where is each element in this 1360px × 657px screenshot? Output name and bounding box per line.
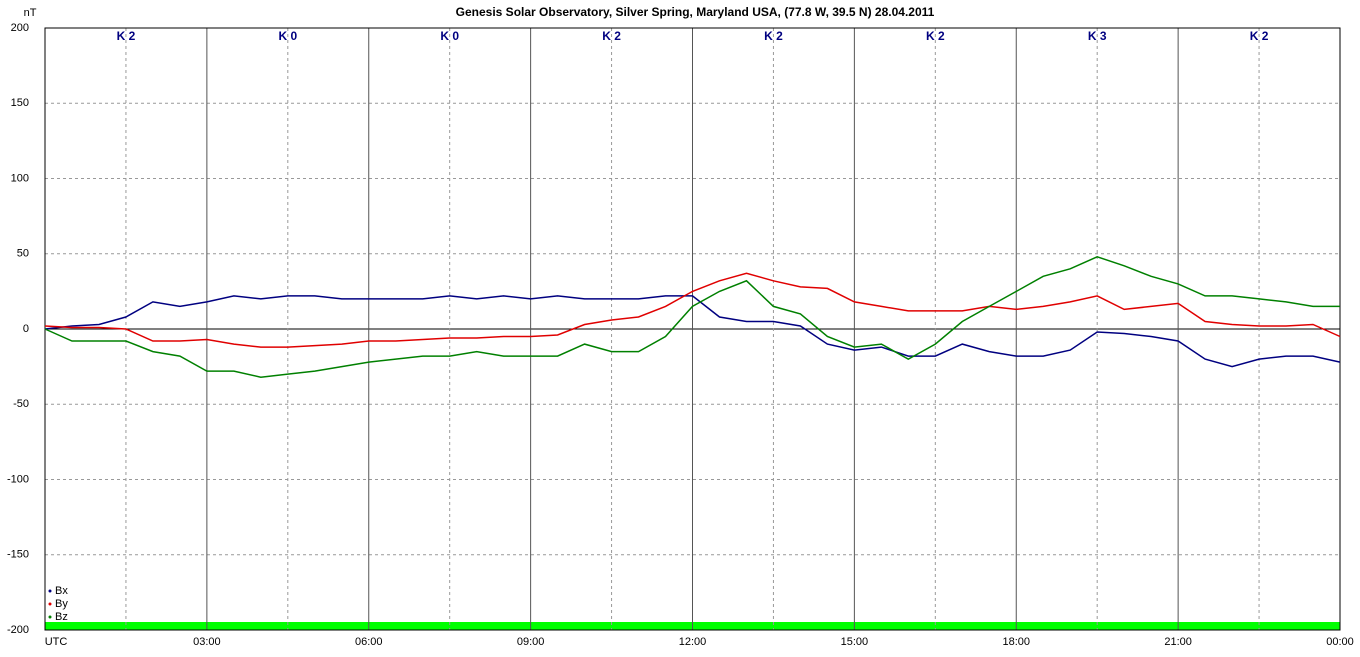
k-index-label: K 0: [440, 29, 459, 43]
k-index-label: K 2: [602, 29, 621, 43]
x-tick-label: 21:00: [1164, 636, 1192, 648]
legend-marker: [48, 602, 52, 606]
y-tick-label: -100: [7, 473, 29, 485]
legend-label: Bz: [55, 611, 68, 623]
k-index-label: K 2: [926, 29, 945, 43]
y-tick-label: 0: [23, 323, 29, 335]
k-index-label: K 2: [1250, 29, 1269, 43]
y-axis-label: nT: [24, 7, 37, 19]
x-tick-label: 18:00: [1002, 636, 1030, 648]
k-index-label: K 2: [764, 29, 783, 43]
legend-marker: [48, 589, 52, 593]
legend-marker: [48, 615, 52, 619]
y-tick-label: 50: [17, 248, 29, 260]
x-tick-label: UTC: [45, 636, 68, 648]
y-tick-label: 200: [11, 22, 29, 34]
series-line: [44, 272, 1341, 348]
x-tick-label: 03:00: [193, 636, 221, 648]
y-tick-label: 150: [11, 97, 29, 109]
x-tick-label: 12:00: [679, 636, 707, 648]
k-index-label: K 3: [1088, 29, 1107, 43]
x-tick-label: 06:00: [355, 636, 383, 648]
x-tick-label: 00:00: [1326, 636, 1354, 648]
x-tick-label: 15:00: [841, 636, 869, 648]
k-index-label: K 0: [278, 29, 297, 43]
legend-label: By: [55, 598, 68, 610]
chart-title: Genesis Solar Observatory, Silver Spring…: [456, 5, 935, 19]
x-tick-label: 09:00: [517, 636, 545, 648]
series-line: [44, 295, 1341, 368]
y-tick-label: -150: [7, 549, 29, 561]
k-index-label: K 2: [117, 29, 136, 43]
series-line: [44, 255, 1340, 378]
y-tick-label: -200: [7, 624, 29, 636]
y-tick-label: 100: [11, 172, 29, 184]
y-tick-label: -50: [13, 398, 29, 410]
legend-label: Bx: [55, 585, 68, 597]
